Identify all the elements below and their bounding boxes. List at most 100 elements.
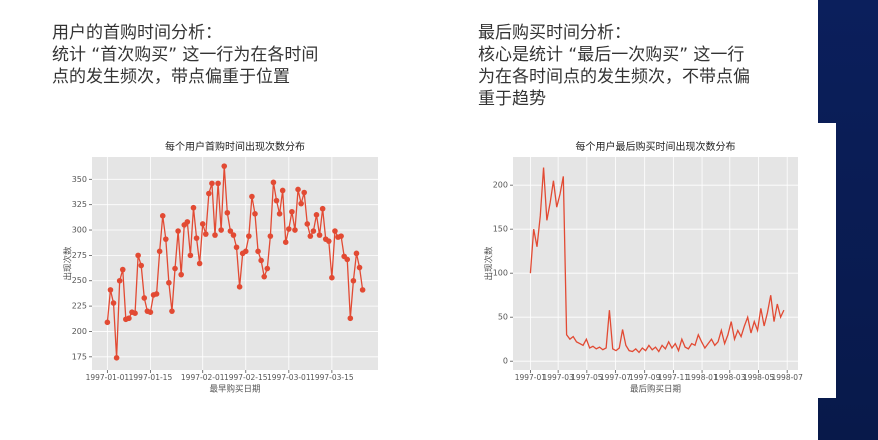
point [329,274,335,281]
heading-line: 统计 “首次购买” 这一行为在各时间 [52,45,319,65]
x-axis-label: 最后购买日期 [630,384,681,395]
point [316,232,323,238]
point [224,209,231,216]
plot-area [92,157,378,370]
point [353,250,360,257]
point [166,279,172,286]
white-panel [792,123,836,398]
point [344,256,351,263]
point [289,208,295,215]
x-tick-label: 1997-09 [629,373,661,382]
point [163,236,169,242]
point [113,355,120,361]
point [359,287,366,293]
point [153,291,160,297]
point [338,233,344,239]
x-tick-label: 1998-07 [772,373,804,382]
point [267,233,274,239]
left-heading: 用户的首购时间分析： 统计 “首次购买” 这一行为在各时间 点的发生频次，带点偏重于… [52,22,318,88]
point [227,228,234,234]
point [209,180,215,187]
point [298,200,304,207]
y-tick-label: 275 [72,251,87,260]
heading-line: 重于趋势 [478,89,546,109]
point [325,238,332,244]
heading-line: 点的发生频次，带点偏重于位置 [52,67,290,87]
point [310,228,317,234]
point [116,277,123,284]
y-tick-label: 175 [72,352,87,361]
point [307,233,314,239]
point [156,248,163,255]
y-tick-label: 150 [493,225,508,234]
point [193,235,200,241]
point [196,260,203,267]
y-tick-label: 100 [493,269,508,278]
line [529,167,785,354]
x-axis-label: 最早购买日期 [209,384,260,395]
point [356,264,363,271]
point [135,252,141,259]
point [206,190,212,197]
point [319,205,326,212]
point [273,197,280,204]
y-tick-label: 200 [72,327,87,336]
point [107,287,114,293]
point [258,257,264,264]
x-tick-label: 1997-11 [658,373,690,382]
point [190,204,197,211]
point [264,265,271,272]
point [347,315,354,322]
point [286,226,292,232]
y-tick-label: 200 [493,181,508,190]
heading-line: 核心是统计 “最后一次购买” 这一行 [478,45,745,65]
y-tick-label: 225 [72,302,87,311]
point [104,319,111,326]
point [138,262,145,269]
point [215,180,221,187]
point [126,315,132,322]
point [132,310,138,317]
point [301,189,307,196]
point [261,273,268,280]
point [270,179,277,186]
point [242,248,249,255]
point [169,308,175,314]
chart-title: 每个用户首购时间出现次数分布 [165,140,305,153]
point [304,221,311,227]
y-tick-label: 250 [72,276,87,285]
point [184,219,191,225]
x-tick-label: 1997-01-01 [86,373,130,382]
x-tick-label: 1998-03 [714,373,746,382]
y-tick-label: 350 [72,175,87,184]
point [233,244,240,251]
point [141,295,148,301]
x-tick-label: 1997-03-15 [310,373,354,382]
x-tick-label: 1998-05 [743,373,775,382]
y-tick-label: 50 [498,313,508,322]
heading-line: 最后购买时间分析： [478,23,631,43]
heading-line: 为在各时间点的发生频次，不带点偏 [478,67,750,87]
point [282,239,289,245]
x-tick-label: 1997-02-01 [181,373,225,382]
point [187,252,194,259]
y-axis-label: 出现次数 [484,246,495,281]
chart-title: 每个用户最后购买时间出现次数分布 [576,140,736,153]
x-tick-label: 1997-01-15 [129,373,173,382]
point [221,163,228,169]
point [236,284,243,290]
point [350,277,357,284]
point [218,227,224,233]
x-tick-label: 1998-01 [686,373,718,382]
point [332,228,338,234]
x-tick-label: 1997-03-01 [267,373,311,382]
point [276,211,283,217]
point [178,271,184,278]
point [249,193,255,200]
point [246,233,252,239]
point [202,231,209,237]
x-tick-label: 1997-05 [571,373,603,382]
y-tick-label: 325 [72,200,87,209]
